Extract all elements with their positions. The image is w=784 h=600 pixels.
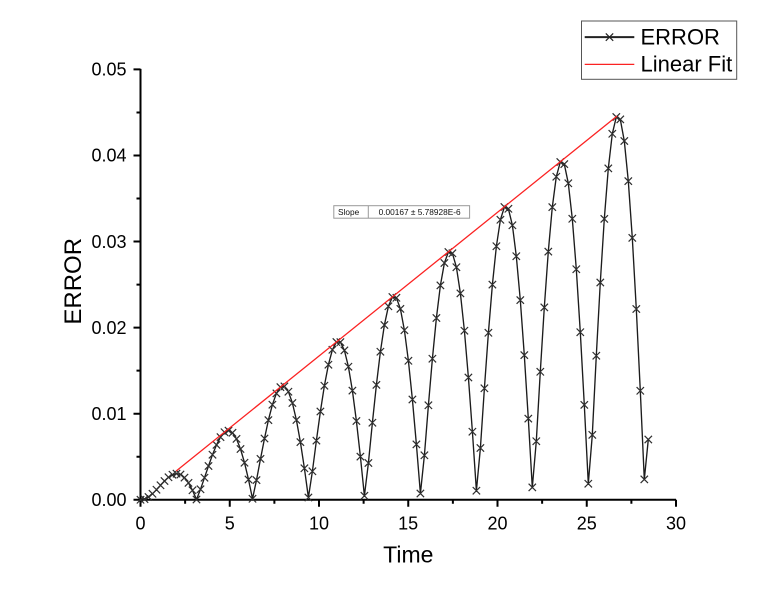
svg-text:0.05: 0.05: [91, 60, 126, 80]
svg-text:0.00: 0.00: [91, 490, 126, 510]
svg-text:0.02: 0.02: [91, 318, 126, 338]
svg-text:5: 5: [225, 513, 235, 533]
svg-text:0.00167 ± 5.78928E-6: 0.00167 ± 5.78928E-6: [379, 207, 461, 217]
svg-text:20: 20: [487, 513, 507, 533]
svg-text:Linear Fit: Linear Fit: [641, 51, 733, 76]
svg-text:0.03: 0.03: [91, 232, 126, 252]
svg-text:Time: Time: [383, 542, 433, 568]
svg-text:10: 10: [309, 513, 329, 533]
svg-text:30: 30: [666, 513, 686, 533]
svg-text:0.01: 0.01: [91, 404, 126, 424]
svg-text:ERROR: ERROR: [60, 238, 87, 325]
svg-text:0.04: 0.04: [91, 146, 126, 166]
svg-text:ERROR: ERROR: [641, 25, 720, 50]
svg-text:15: 15: [398, 513, 418, 533]
svg-text:Slope: Slope: [338, 207, 360, 217]
svg-text:25: 25: [577, 513, 597, 533]
svg-text:0: 0: [135, 513, 145, 533]
